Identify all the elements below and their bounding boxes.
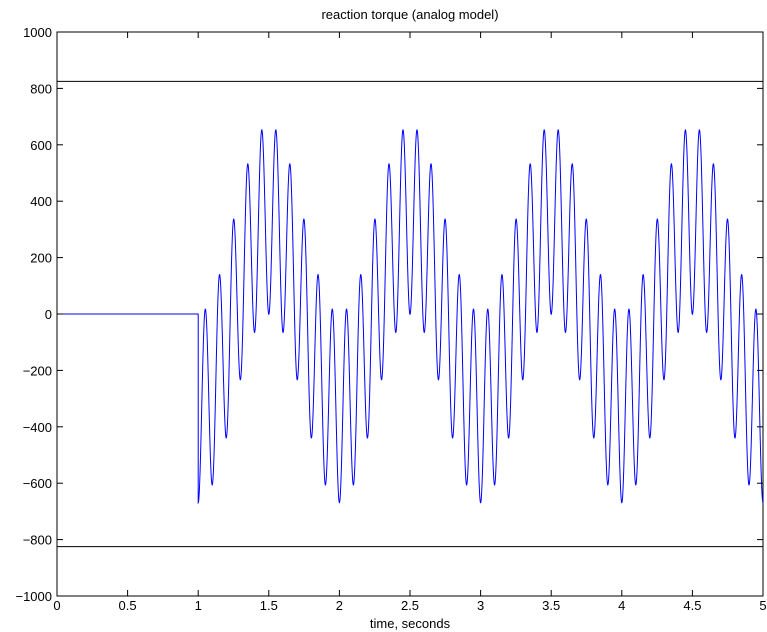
series-group	[57, 129, 764, 505]
x-tick-label: 1.5	[260, 598, 278, 613]
x-axis-ticks: 0 0.5 1 1.5 2 2.5 3 3.5 4 4.5 5	[53, 32, 767, 613]
limit-lines	[57, 80, 763, 548]
x-tick-label: 3	[477, 598, 484, 613]
x-tick-label: 0	[53, 598, 60, 613]
y-tick-label: 0	[45, 307, 52, 322]
series-line-0	[57, 129, 764, 505]
y-tick-label: −200	[23, 363, 52, 378]
y-tick-label: −600	[23, 476, 52, 491]
y-tick-label: −400	[23, 420, 52, 435]
y-tick-label: 1000	[23, 25, 52, 40]
y-tick-label: 600	[30, 138, 52, 153]
y-tick-label: 800	[30, 81, 52, 96]
x-tick-label: 4.5	[683, 598, 701, 613]
y-tick-label: −1000	[15, 589, 52, 604]
x-tick-label: 5	[759, 598, 766, 613]
x-tick-label: 0.5	[119, 598, 137, 613]
y-tick-label: −800	[23, 533, 52, 548]
x-tick-label: 1	[195, 598, 202, 613]
x-tick-label: 3.5	[542, 598, 560, 613]
y-axis-ticks: −1000 −800 −600 −400 −200 0 200 400 600 800 1000	[15, 25, 763, 604]
chart-title: reaction torque (analog model)	[321, 7, 498, 22]
x-tick-label: 2.5	[401, 598, 419, 613]
y-tick-label: 400	[30, 194, 52, 209]
x-axis-label: time, seconds	[370, 616, 451, 631]
y-tick-label: 200	[30, 251, 52, 266]
x-tick-label: 2	[336, 598, 343, 613]
x-tick-label: 4	[618, 598, 625, 613]
